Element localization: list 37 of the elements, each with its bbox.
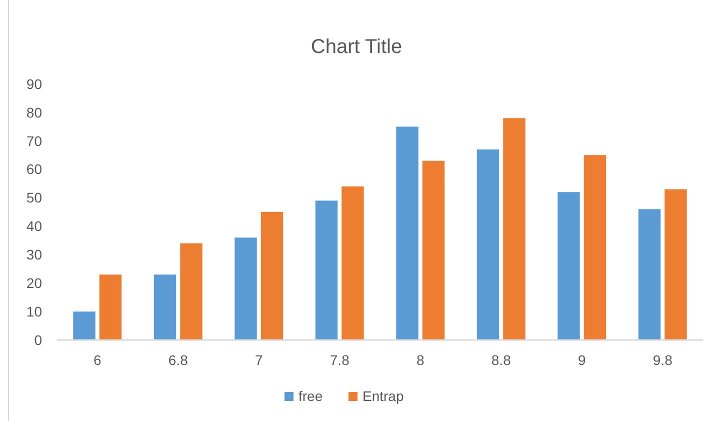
chart-title: Chart Title [310,36,402,58]
y-tick-label: 0 [34,332,42,348]
x-tick-label: 9 [578,352,586,368]
bar [422,160,445,340]
legend-label: Entrap [362,388,404,404]
y-tick-label: 20 [26,275,42,292]
y-tick-label: 60 [26,161,42,178]
x-tick-label: 7.8 [330,352,350,368]
y-tick-label: 40 [26,218,42,234]
bar [154,274,176,340]
y-tick-label: 90 [26,76,42,92]
bar [584,155,606,340]
x-tick-label: 8 [416,352,424,368]
bar [180,243,202,340]
x-tick-label: 6.8 [168,352,188,368]
bar [73,312,96,340]
bar [476,149,500,340]
bar [638,209,661,340]
bar [558,192,580,340]
bar [234,238,257,340]
y-tick-label: 10 [26,303,42,320]
y-tick-label: 80 [26,104,42,120]
x-tick-label: 6 [93,352,102,368]
y-tick-label: 30 [26,246,42,263]
y-tick-label: 50 [26,190,42,206]
bar [99,274,122,340]
x-tick-label: 8.8 [491,352,512,368]
bar [503,118,526,340]
legend-label: free [298,388,323,404]
y-tick-label: 70 [26,132,42,149]
x-tick-label: 7 [254,352,263,368]
bar [260,212,284,340]
bar [664,189,687,340]
x-tick-label: 9.8 [652,352,673,368]
bar [315,200,338,340]
bar [342,186,364,340]
bar [396,126,418,340]
